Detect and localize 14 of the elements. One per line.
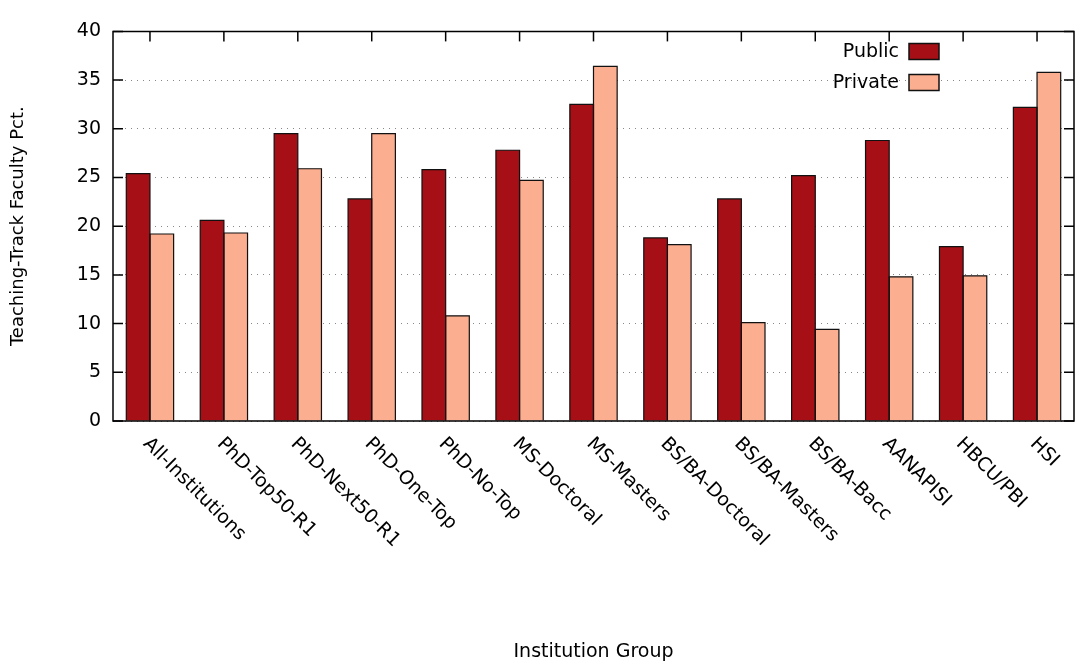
y-tick-label: 10 [76, 310, 101, 333]
legend-label: Private [832, 70, 899, 93]
y-tick-label: 20 [76, 213, 101, 236]
y-axis-title: Teaching-Track Faculty Pct. [6, 106, 28, 348]
y-tick-label: 35 [76, 67, 101, 90]
x-tick-label: HSI [1026, 431, 1065, 470]
x-axis-title: Institution Group [513, 638, 674, 661]
y-tick-label: 15 [76, 261, 101, 284]
y-tick-label: 30 [76, 115, 101, 138]
y-tick-label: 40 [76, 18, 101, 41]
y-tick-label: 25 [76, 164, 101, 187]
legend-label: Public [842, 39, 899, 62]
y-tick-label: 5 [88, 359, 101, 382]
y-tick-label: 0 [88, 407, 101, 430]
